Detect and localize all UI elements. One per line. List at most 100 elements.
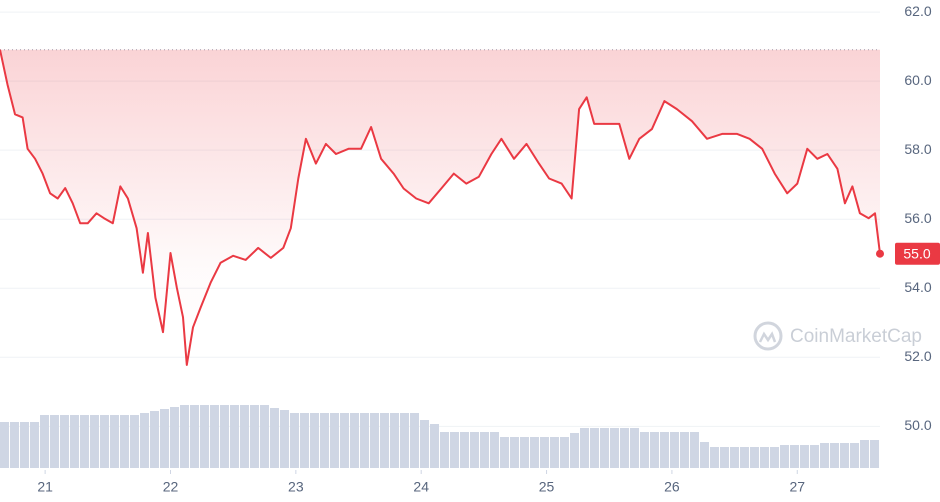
volume-bar	[50, 415, 59, 468]
volume-bar	[650, 432, 659, 468]
volume-bar	[570, 433, 579, 468]
volume-bar	[770, 447, 779, 468]
last-point	[876, 249, 884, 258]
volume-bar	[760, 447, 769, 468]
volume-bar	[160, 409, 169, 468]
volume-bar	[520, 437, 529, 468]
volume-bar	[860, 440, 869, 468]
volume-bar	[820, 443, 829, 468]
price-tag	[895, 242, 940, 265]
volume-bar	[750, 447, 759, 468]
volume-bar	[620, 428, 629, 468]
volume-bar	[400, 413, 409, 468]
volume-bar	[800, 445, 809, 468]
watermark-logo	[758, 331, 777, 343]
volume-bar	[810, 445, 819, 468]
volume-bar	[360, 413, 369, 468]
plot	[0, 49, 884, 366]
volume-bar	[90, 415, 99, 468]
volume-bar	[850, 443, 859, 468]
volume-bar	[290, 413, 299, 468]
volume-bar	[200, 405, 209, 468]
x-tick-label: 21	[37, 479, 53, 495]
y-tick-label: 58.0	[904, 141, 931, 157]
volume-bar	[140, 413, 149, 468]
volume-bar	[330, 413, 339, 468]
volume-bar	[170, 407, 179, 468]
volume-bar	[490, 432, 499, 468]
volume-bar	[20, 422, 29, 468]
y-tick-label: 54.0	[904, 279, 931, 295]
volume-bar	[280, 410, 289, 468]
x-tick-label: 22	[163, 479, 179, 495]
volume-bar	[410, 413, 419, 468]
volume-bar	[370, 413, 379, 468]
y-tick-label: 52.0	[904, 348, 931, 364]
volume-bar	[870, 440, 879, 468]
volume-bar	[780, 445, 789, 468]
volume-bar	[830, 443, 839, 468]
volume-bar	[630, 428, 639, 468]
volume-bar	[240, 405, 249, 468]
volume-bar	[320, 413, 329, 468]
volume-bar	[740, 447, 749, 468]
volume-bar	[730, 447, 739, 468]
x-tick-label: 26	[664, 479, 680, 495]
volume-bar	[210, 405, 219, 468]
volume-bar	[340, 413, 349, 468]
x-tick-label: 23	[288, 479, 304, 495]
volume-bar	[600, 428, 609, 468]
volume-bar	[550, 437, 559, 468]
volume-bar	[0, 422, 9, 468]
volume-bar	[100, 415, 109, 468]
volume-bar	[230, 405, 239, 468]
x-tick-label: 24	[413, 479, 429, 495]
volume-bar	[700, 442, 709, 468]
volume-bar	[660, 432, 669, 468]
volume-bar	[530, 437, 539, 468]
volume-bar	[80, 415, 89, 468]
volume-bar	[690, 432, 699, 468]
volume-bar	[190, 405, 199, 468]
volume-bar	[250, 405, 259, 468]
volume-bar	[440, 432, 449, 468]
volume-bar	[560, 437, 569, 468]
axes: 50.0 52.0 54.0 56.0 58.0 60.0 62.0 21 22 23 24 25 26…	[37, 3, 940, 495]
volume-bar	[610, 428, 619, 468]
volume-bar	[540, 437, 549, 468]
volume-bar	[450, 432, 459, 468]
volume-bar	[120, 415, 129, 468]
volume-bar	[180, 405, 189, 468]
volume-bar	[40, 415, 49, 468]
y-tick-label: 60.0	[904, 72, 931, 88]
volume-bar	[350, 413, 359, 468]
volume-bar	[710, 447, 719, 468]
volume-bar	[480, 432, 489, 468]
volume-bar	[420, 420, 429, 468]
volume-bar	[590, 428, 599, 468]
volume-bar	[260, 405, 269, 468]
volume-bar	[10, 422, 19, 468]
volume-bar	[840, 443, 849, 468]
volume-bar	[390, 413, 399, 468]
volume-bar	[60, 415, 69, 468]
volume-bar	[430, 424, 439, 468]
watermark: CoinMarketCap	[753, 321, 922, 351]
volume-bar	[470, 432, 479, 468]
y-tick-label: 62.0	[904, 3, 931, 19]
volume-bar	[720, 447, 729, 468]
volume-bar	[150, 411, 159, 468]
volume-bar	[580, 428, 589, 468]
volume	[0, 405, 879, 468]
volume-bar	[110, 415, 119, 468]
y-tick-label: 50.0	[904, 417, 931, 433]
x-tick-label: 27	[789, 479, 805, 495]
volume-bar	[500, 437, 509, 468]
x-tick-label: 25	[539, 479, 555, 495]
watermark-logo	[753, 321, 783, 351]
volume-bar	[510, 437, 519, 468]
volume-bar	[460, 432, 469, 468]
y-tick-label: 56.0	[904, 210, 931, 226]
volume-bar	[300, 413, 309, 468]
volume-bar	[790, 445, 799, 468]
